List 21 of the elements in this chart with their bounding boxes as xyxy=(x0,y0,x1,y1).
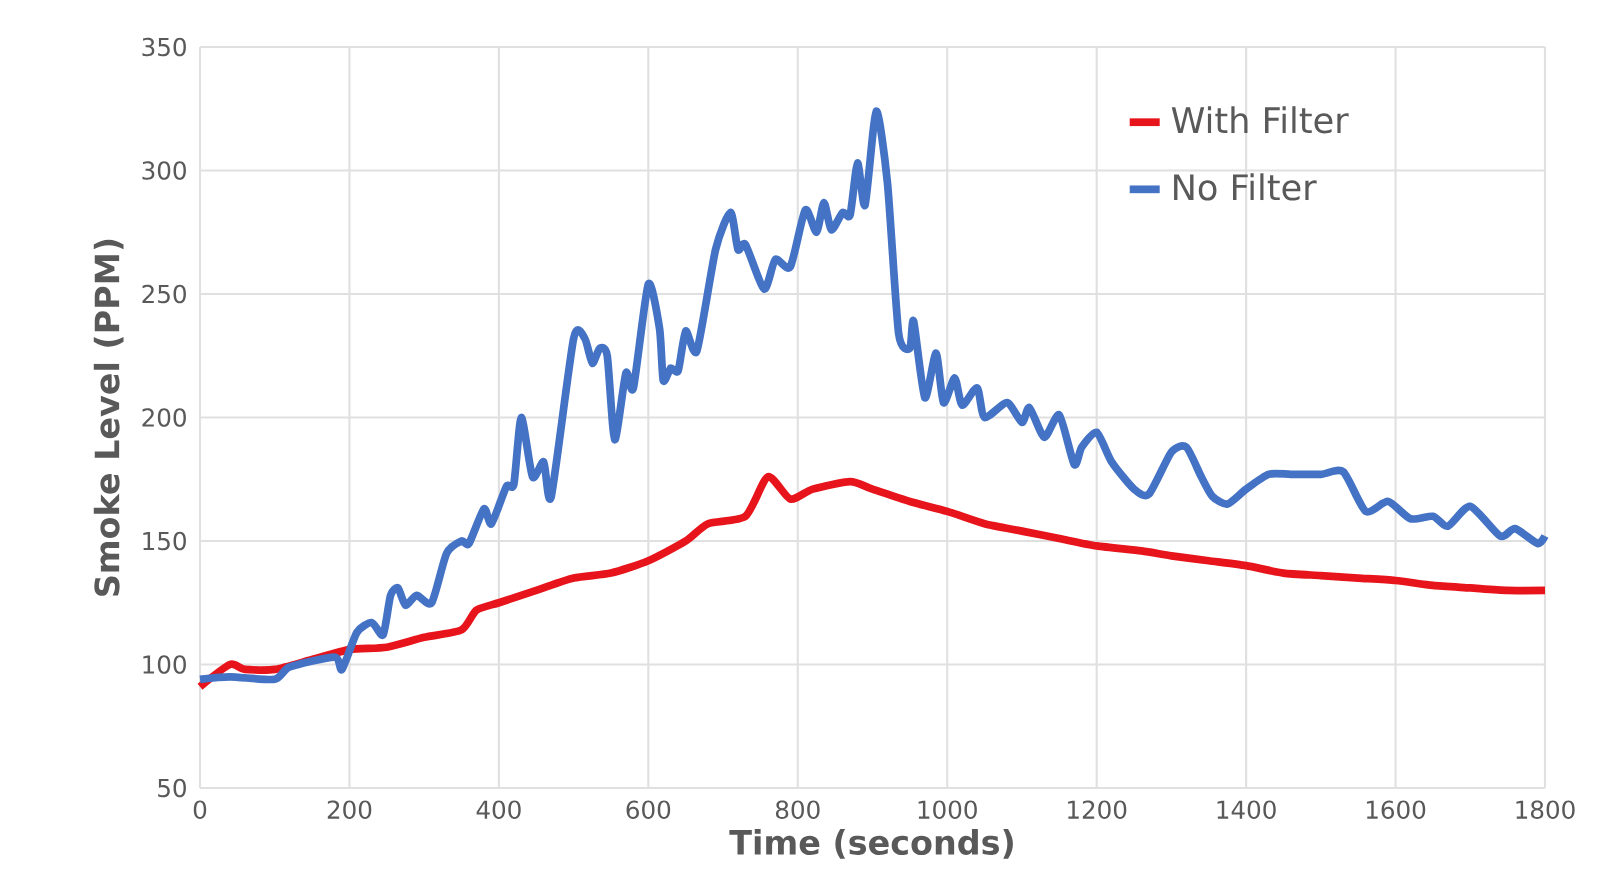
x-tick-label: 1800 xyxy=(1516,800,1575,819)
y-axis-title: Smoke Level (PPM) xyxy=(93,239,124,596)
legend-label: No Filter xyxy=(1174,173,1317,201)
x-tick-label: 800 xyxy=(775,800,820,819)
x-tick-label: 1000 xyxy=(918,800,977,819)
legend-label: With Filter xyxy=(1171,106,1349,134)
x-tick-label: 400 xyxy=(476,800,521,819)
y-tick-label: 300 xyxy=(142,161,186,180)
x-axis-title: Time (seconds) xyxy=(729,829,1013,859)
y-tick-label: 50 xyxy=(158,778,186,798)
y-tick-label: 200 xyxy=(142,408,186,427)
y-tick-label: 100 xyxy=(143,655,186,674)
x-tick-label: 1200 xyxy=(1068,800,1127,819)
y-tick-label: 150 xyxy=(143,531,186,551)
y-tick-label: 250 xyxy=(142,284,186,304)
x-tick-label: 600 xyxy=(626,800,671,819)
x-tick-label: 1400 xyxy=(1217,800,1276,819)
y-tick-label: 350 xyxy=(142,37,186,57)
x-tick-label: 1600 xyxy=(1366,800,1426,819)
x-tick-label: 0 xyxy=(193,800,207,819)
x-tick-label: 200 xyxy=(327,800,372,819)
